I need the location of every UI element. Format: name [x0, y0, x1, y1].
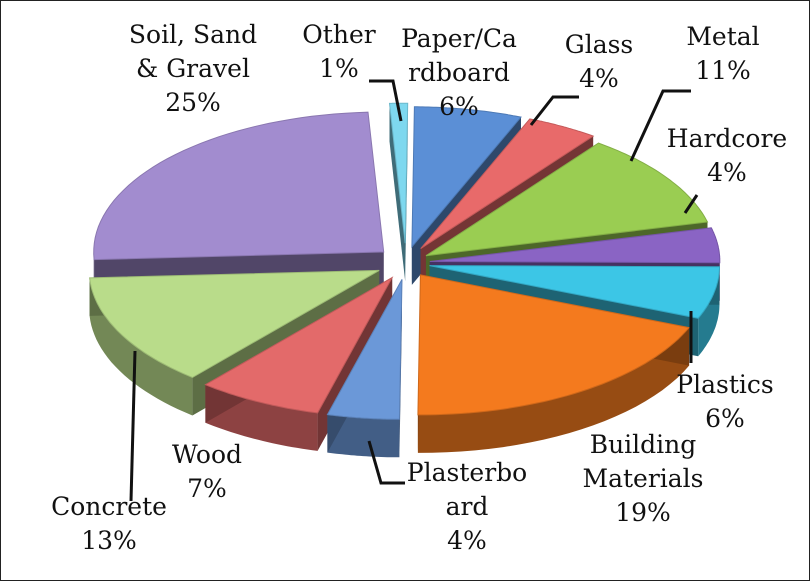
leader-line-8	[129, 350, 137, 502]
slice-name-label: Hardcore	[667, 124, 787, 153]
slice-value-label: 25%	[165, 88, 221, 117]
slice-value-label: 4%	[579, 64, 619, 93]
slice-name-label: Plasterbo	[407, 458, 527, 487]
slice-name-label: Building	[590, 430, 697, 459]
slice-glass	[420, 118, 595, 250]
pie-tops	[89, 102, 721, 420]
slice-concrete	[89, 269, 380, 379]
slice-paper-cardboard	[411, 106, 522, 249]
slice-name-label: Wood	[172, 440, 242, 469]
slice-label-4: Plastics 6%	[676, 370, 773, 433]
slice-name-label: Other	[302, 20, 375, 49]
slice-side-5	[417, 327, 690, 453]
slice-label-8: Concrete 13%	[51, 492, 167, 555]
leader-line-0	[369, 79, 403, 122]
slice-label-0: Paper/Ca rdboard 6%	[401, 24, 517, 121]
leader-line-3	[683, 194, 699, 214]
slice-name-label: ard	[446, 492, 489, 521]
slice-side-4	[698, 266, 720, 357]
slice-value-label: 7%	[187, 474, 227, 503]
slice-name-label: Metal	[686, 22, 759, 51]
slice-plastics	[429, 265, 720, 319]
slice-label-2: Metal 11%	[686, 22, 759, 85]
slice-label-3: Hardcore 4%	[667, 124, 787, 187]
slice-label-6: Plasterbo ard 4%	[407, 458, 527, 555]
slice-name-label: & Gravel	[136, 54, 250, 83]
slice-name-label: rdboard	[408, 58, 510, 87]
leader-line-6	[367, 440, 405, 485]
slice-wood	[204, 276, 394, 414]
slice-value-label: 4%	[447, 526, 487, 555]
slice-side-6	[327, 414, 400, 458]
slice-label-1: Glass 4%	[565, 30, 634, 93]
slice-value-label: 13%	[81, 526, 137, 555]
slice-label-5: Building Materials 19%	[582, 430, 703, 527]
slice-side-8	[89, 277, 193, 416]
slice-name-label: Paper/Ca	[401, 24, 517, 53]
slice-value-label: 11%	[695, 56, 751, 85]
slice-soil-sand-gravel	[93, 111, 385, 261]
leader-line-1	[529, 95, 579, 126]
slice-name-label: Concrete	[51, 492, 167, 521]
slice-building-materials	[417, 274, 691, 416]
slice-name-label: Materials	[582, 464, 703, 493]
slice-metal	[425, 142, 709, 257]
slice-plasterboard	[326, 279, 403, 420]
slice-name-label: Plastics	[676, 370, 773, 399]
slice-label-7: Wood 7%	[172, 440, 242, 503]
slice-value-label: 4%	[707, 158, 747, 187]
slice-name-label: Glass	[565, 30, 634, 59]
slice-name-label: Soil, Sand	[129, 20, 257, 49]
slice-value-label: 6%	[439, 92, 479, 121]
slice-label-10: Other 1%	[302, 20, 375, 83]
slice-value-label: 1%	[319, 54, 359, 83]
slice-label-9: Soil, Sand & Gravel 25%	[129, 20, 257, 117]
slice-labels: Paper/Ca rdboard 6% Glass 4% Metal 11% Hardcore…	[51, 20, 787, 555]
slice-cut-10-0	[389, 103, 406, 282]
slice-value-label: 6%	[705, 404, 745, 433]
leader-line-2	[629, 89, 691, 162]
slice-value-label: 19%	[615, 498, 671, 527]
slice-hardcore	[429, 227, 721, 264]
